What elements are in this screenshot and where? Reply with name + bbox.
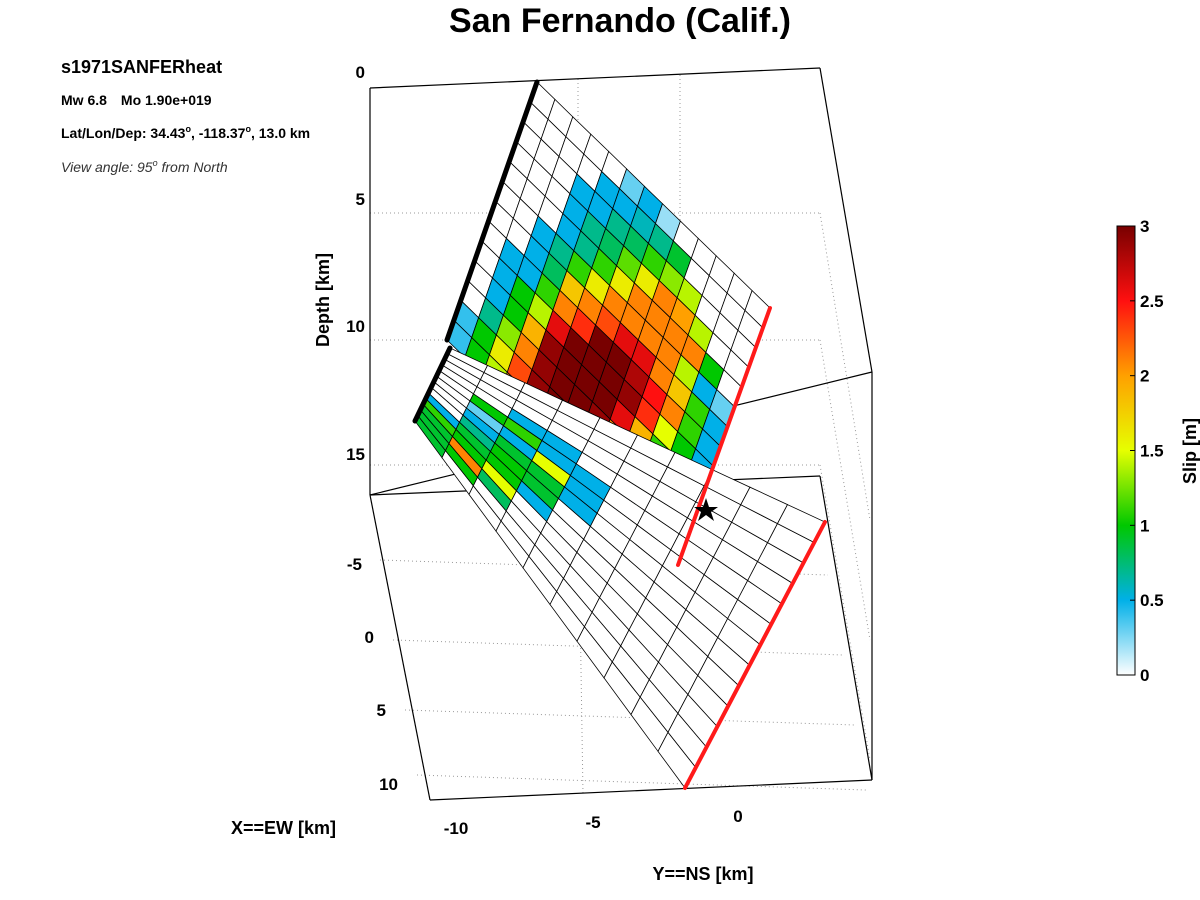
colorbar-tick-label: 1.5 <box>1140 442 1164 461</box>
event-id: s1971SANFERheat <box>61 57 223 77</box>
x-tick-label: 5 <box>377 701 386 720</box>
colorbar-label: Slip [m] <box>1180 418 1200 484</box>
view-angle: View angle: 95o from North <box>61 158 228 175</box>
colorbar-tick-label: 1 <box>1140 516 1149 535</box>
z-tick-label: 10 <box>346 317 365 336</box>
upper-top-edge <box>444 79 540 343</box>
magnitude-line: Mw 6.8 Mo 1.90e+019 <box>61 92 226 108</box>
chart-title: San Fernando (Calif.) <box>449 2 791 40</box>
colorbar-tick-label: 2 <box>1140 367 1149 386</box>
hypocenter-star <box>694 498 718 521</box>
z-tick-label: 5 <box>356 190 365 209</box>
x-axis-label: X==EW [km] <box>231 818 336 838</box>
colorbar-tick-label: 3 <box>1140 217 1149 236</box>
y-tick-label: 0 <box>733 807 742 826</box>
colorbar-tick-label: 0 <box>1140 666 1149 685</box>
y-axis-label: Y==NS [km] <box>652 864 753 884</box>
colorbar-tick-label: 0.5 <box>1140 591 1164 610</box>
z-tick-label: 0 <box>356 63 365 82</box>
lower-bottom-edge <box>683 520 827 790</box>
magnitude: Mw 6.8 <box>61 92 107 108</box>
lower-fault-segment <box>414 347 826 789</box>
z-tick-label: 15 <box>346 445 365 464</box>
z-axis-label: Depth [km] <box>313 253 333 347</box>
x-tick-label: -5 <box>347 555 362 574</box>
seismic-moment: Mo 1.90e+019 <box>120 92 212 108</box>
lower-top-edge <box>412 345 453 424</box>
location-line: Lat/Lon/Dep: 34.43o, -118.37o, 13.0 km <box>61 124 311 141</box>
y-tick-label: -5 <box>585 813 600 832</box>
colorbar: 0 0.5 1 1.5 2 2.5 3 Slip [m] <box>1116 217 1200 685</box>
upper-bottom-edge <box>676 306 772 567</box>
fault-edges <box>412 79 827 790</box>
colorbar-tick-label: 2.5 <box>1140 292 1164 311</box>
x-tick-label: 10 <box>379 775 398 794</box>
y-tick-label: -10 <box>444 819 469 838</box>
x-tick-label: 0 <box>365 628 374 647</box>
